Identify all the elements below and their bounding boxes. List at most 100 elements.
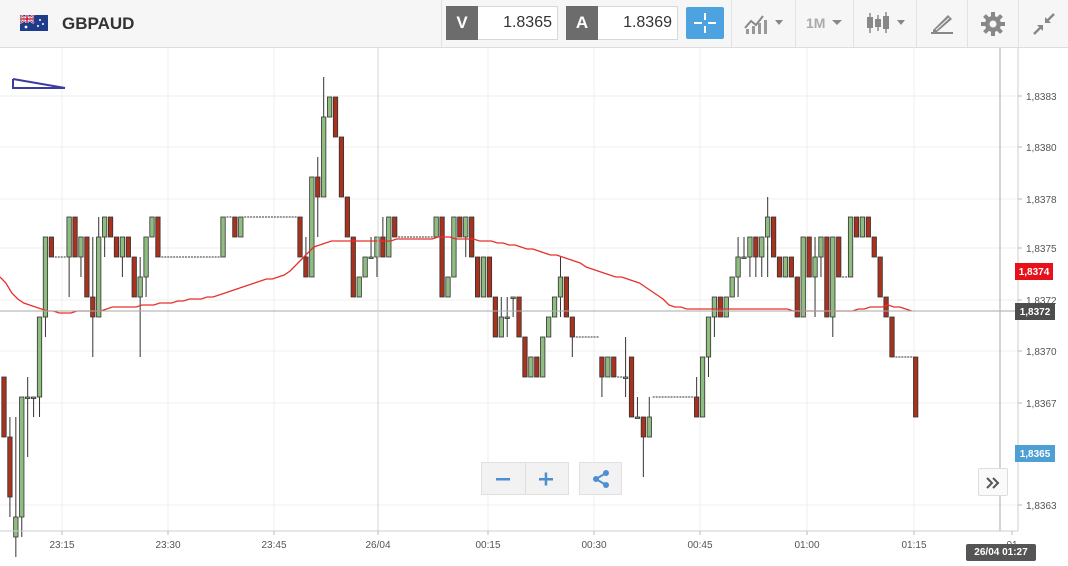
candle [107, 216, 114, 238]
candle [859, 216, 866, 238]
candle [771, 216, 777, 258]
candle [486, 256, 493, 298]
current-price-label-bg [1015, 303, 1055, 320]
candle-body-up [859, 216, 866, 238]
candle-body-up [78, 236, 84, 258]
candle [818, 236, 824, 277]
candle-body-down [492, 296, 498, 338]
candle [125, 236, 131, 258]
candle [374, 236, 380, 277]
candle [321, 77, 327, 198]
candle-body-down [889, 316, 895, 358]
candle [238, 216, 244, 238]
candle-body-down [131, 256, 137, 298]
candle-body-down [125, 236, 131, 258]
zoom-in-icon[interactable] [537, 471, 555, 487]
time-axis[interactable]: 23:15 23:30 23:45 26/04 00:15 00:30 00:45 01:00… [49, 531, 1018, 551]
candle [753, 236, 759, 277]
candle [776, 256, 783, 278]
time-tick-label: 23:45 [261, 540, 286, 551]
candle-body-up [735, 256, 741, 278]
scroll-right-button[interactable] [978, 468, 1008, 496]
candle [510, 296, 516, 317]
price-tick-label: 1,8367 [1026, 399, 1057, 410]
candle-body-down [469, 216, 475, 258]
candle-body-up [321, 116, 327, 198]
candle-body-up [66, 216, 72, 258]
price-axis[interactable]: 1,8383 1,8380 1,8378 1,8375 1,8372 1,8370 1,83… [1018, 92, 1057, 512]
candle [741, 237, 747, 259]
timeframe-dropdown-icon[interactable] [830, 11, 844, 35]
ask-tag: A [566, 6, 598, 40]
candle-body-down [753, 236, 759, 258]
toolbar-divider [1018, 0, 1019, 47]
candle-body-up [699, 356, 706, 418]
time-tick-label: 01:15 [901, 540, 926, 551]
settings-icon[interactable] [980, 11, 1006, 37]
zoom-divider [525, 463, 526, 494]
share-icon [593, 470, 609, 488]
candle-body-down [232, 216, 238, 238]
chart-type-icon[interactable] [864, 11, 910, 35]
candle [149, 216, 155, 238]
drawn-triangle[interactable] [12, 79, 65, 89]
candle-body-up [463, 216, 469, 238]
candle-body-up [557, 276, 564, 298]
candle-body-down [48, 236, 54, 258]
price-tick-label: 1,8370 [1026, 347, 1057, 358]
chart-grid [0, 48, 1018, 531]
candle [623, 337, 629, 397]
candle [794, 276, 800, 318]
bid-price-label: 1,8365 [1020, 449, 1051, 460]
candle-body-down [457, 216, 463, 238]
candle-body-up [623, 376, 629, 379]
candle [439, 216, 445, 298]
collapse-icon[interactable] [1031, 11, 1057, 37]
crosshair-icon [694, 13, 716, 33]
candle [699, 356, 706, 418]
price-chart[interactable]: 1,8383 1,8380 1,8378 1,8375 1,8372 1,8370 1,83… [0, 48, 1068, 566]
candle-body-up [362, 256, 368, 278]
candle-body-up [143, 236, 149, 278]
candle [634, 397, 641, 419]
time-tick-label: 00:15 [475, 540, 500, 551]
candle [90, 237, 96, 357]
crosshair-button[interactable] [686, 7, 724, 39]
candle [42, 236, 49, 337]
candle-body-down [297, 216, 303, 258]
drawing-tool-icon[interactable] [928, 11, 956, 35]
price-tick-label: 1,8375 [1026, 244, 1057, 255]
candle-body-up [445, 276, 451, 298]
ma-price-label-bg [1015, 263, 1053, 280]
candle-body-up [42, 236, 49, 318]
candle [380, 217, 386, 258]
price-tick-label: 1,8380 [1026, 143, 1057, 154]
candle [232, 216, 238, 238]
zoom-out-icon[interactable] [494, 471, 512, 487]
candle-body-up [36, 316, 43, 398]
toolbar-divider [853, 0, 854, 47]
candle [522, 336, 528, 378]
candle [611, 356, 617, 378]
candle-body-up [386, 216, 392, 258]
chart-toolbar: GBPAUD V 1.8365 A 1.8369 1M [0, 0, 1068, 48]
candle-body-down [836, 236, 842, 278]
candle [13, 417, 19, 557]
candle-body-up [546, 316, 552, 338]
symbol-name[interactable]: GBPAUD [62, 14, 135, 33]
candle-body-up [374, 236, 380, 258]
candle-body-up [759, 236, 765, 258]
candle [326, 96, 333, 118]
candle [463, 216, 469, 257]
candle [143, 236, 149, 297]
candle-body-down [155, 216, 161, 258]
share-button[interactable] [579, 462, 622, 495]
candle [303, 237, 309, 278]
candle-body-up [433, 216, 439, 238]
timeframe-label[interactable]: 1M [806, 15, 826, 31]
candle-body-up [723, 296, 729, 318]
candle [723, 296, 729, 318]
indicators-icon[interactable] [742, 11, 788, 35]
toolbar-divider [967, 0, 968, 47]
candle-body-up [504, 316, 510, 319]
